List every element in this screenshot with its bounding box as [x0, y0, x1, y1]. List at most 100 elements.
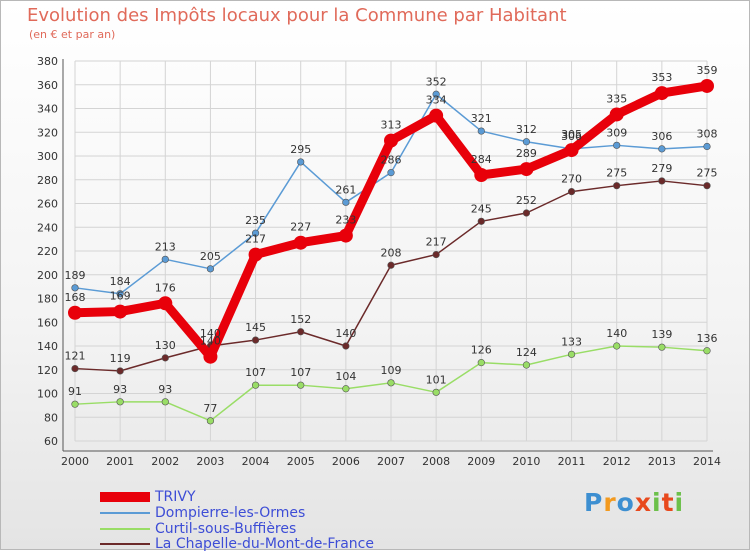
- y-tick-label: 380: [37, 55, 58, 68]
- data-point-0: [519, 162, 534, 177]
- data-label-0: 335: [606, 92, 627, 105]
- data-label-2: 126: [471, 344, 492, 357]
- data-label-0: 227: [290, 221, 311, 234]
- data-label-1: 286: [381, 154, 402, 167]
- data-point-3: [71, 364, 79, 373]
- data-label-3: 270: [561, 173, 582, 186]
- x-tick-label: 2007: [377, 455, 405, 468]
- x-tick-label: 2010: [512, 455, 540, 468]
- y-tick-label: 120: [37, 364, 58, 377]
- series-layer: [68, 78, 714, 425]
- axes: 60 80 100 120 140 160 180 200 220 240 260 280 300 320…: [37, 55, 721, 468]
- data-point-1: [477, 127, 485, 135]
- y-tick-label: 240: [37, 221, 58, 234]
- data-label-3: 208: [381, 246, 402, 259]
- x-tick-label: 2002: [151, 455, 179, 468]
- data-label-0: 305: [561, 128, 582, 141]
- data-point-3: [161, 354, 169, 362]
- data-label-3: 121: [65, 350, 86, 363]
- data-point-1: [387, 169, 395, 177]
- data-label-0: 313: [381, 119, 402, 132]
- data-point-3: [387, 261, 395, 269]
- data-label-1: 213: [155, 240, 176, 253]
- data-label-2: 140: [606, 327, 627, 340]
- data-point-2: [251, 381, 260, 389]
- x-tick-label: 2005: [287, 455, 315, 468]
- data-point-0: [113, 304, 128, 319]
- y-tick-label: 300: [37, 150, 58, 163]
- data-point-2: [116, 398, 124, 406]
- data-point-0: [700, 78, 714, 93]
- data-label-0: 140: [200, 335, 221, 348]
- legend-label-la-chapelle: La Chapelle-du-Mont-de-France: [155, 536, 374, 552]
- data-point-3: [522, 209, 531, 217]
- x-tick-label: 2008: [422, 455, 450, 468]
- data-point-1: [116, 290, 124, 298]
- data-point-0: [68, 305, 82, 320]
- data-point-2: [161, 398, 169, 406]
- data-label-1: 295: [290, 143, 311, 156]
- data-point-3: [432, 250, 440, 259]
- data-point-0: [203, 349, 218, 364]
- data-point-3: [342, 342, 350, 350]
- data-point-1: [658, 145, 666, 153]
- data-label-3: 279: [651, 162, 672, 175]
- data-label-2: 107: [290, 366, 311, 379]
- chart-title: Evolution des Impôts locaux pour la Comm…: [27, 5, 567, 26]
- y-tick-label: 340: [37, 103, 58, 116]
- legend-swatch-dompierre: [100, 512, 150, 514]
- data-point-3: [658, 177, 666, 185]
- data-point-1: [71, 284, 79, 292]
- data-label-1: 309: [606, 126, 627, 139]
- data-label-3: 140: [335, 327, 356, 340]
- x-tick-label: 2004: [242, 455, 270, 468]
- x-tick-label: 2009: [467, 455, 495, 468]
- data-point-2: [477, 359, 485, 367]
- data-label-1: 352: [426, 75, 447, 88]
- data-point-0: [474, 168, 489, 182]
- y-tick-label: 260: [37, 198, 58, 211]
- data-label-2: 101: [426, 373, 447, 386]
- data-label-3: 152: [290, 313, 311, 326]
- y-tick-label: 140: [37, 340, 58, 353]
- data-point-3: [703, 182, 711, 190]
- legend-swatch-la-chapelle: [100, 543, 150, 545]
- data-point-1: [161, 255, 169, 263]
- data-point-1: [297, 158, 305, 166]
- x-tick-label: 2012: [603, 455, 631, 468]
- data-label-3: 275: [697, 167, 718, 180]
- data-point-2: [71, 400, 79, 408]
- data-point-1: [251, 229, 260, 237]
- data-label-1: 308: [697, 128, 718, 141]
- data-point-0: [564, 143, 579, 158]
- data-point-2: [432, 388, 440, 396]
- data-point-1: [613, 141, 621, 149]
- data-point-2: [342, 385, 350, 393]
- legend-label-curtil: Curtil-sous-Buffières: [155, 521, 297, 537]
- data-point-3: [297, 328, 305, 336]
- legend-label-trivy: TRIVY: [155, 489, 196, 505]
- data-label-1: 205: [200, 250, 221, 263]
- x-tick-label: 2014: [693, 455, 721, 468]
- data-point-0: [429, 108, 444, 123]
- data-point-3: [251, 336, 260, 344]
- data-point-1: [522, 138, 531, 146]
- data-point-1: [342, 198, 350, 206]
- y-tick-label: 200: [37, 269, 58, 282]
- y-tick-label: 360: [37, 79, 58, 92]
- y-tick-label: 280: [37, 174, 58, 187]
- x-tick-label: 2006: [332, 455, 360, 468]
- data-point-2: [613, 342, 621, 350]
- legend-swatch-curtil: [100, 528, 150, 530]
- data-point-0: [654, 86, 669, 101]
- data-point-2: [522, 361, 531, 369]
- data-label-0: 284: [471, 153, 492, 166]
- data-point-2: [387, 379, 395, 387]
- data-point-1: [703, 142, 711, 151]
- y-tick-label: 160: [37, 316, 58, 329]
- y-tick-label: 80: [44, 411, 58, 424]
- data-label-0: 289: [516, 147, 537, 160]
- data-label-1: 189: [65, 269, 86, 282]
- data-label-2: 124: [516, 346, 537, 359]
- data-label-1: 312: [516, 123, 537, 136]
